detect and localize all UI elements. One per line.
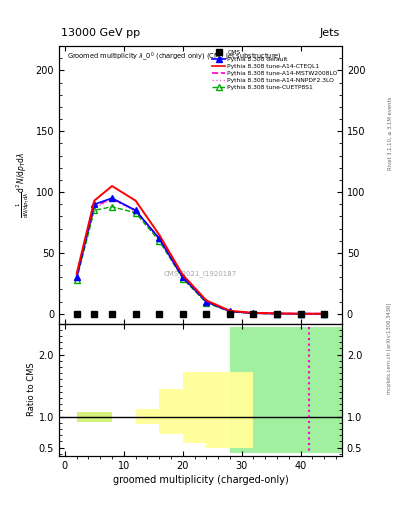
Text: Groomed multiplicity $\lambda\_0^0$ (charged only) (CMS jet substructure): Groomed multiplicity $\lambda\_0^0$ (cha… [68, 50, 283, 63]
Text: mcplots.cern.ch [arXiv:1306.3436]: mcplots.cern.ch [arXiv:1306.3436] [387, 303, 392, 394]
Text: Jets: Jets [320, 28, 340, 38]
Y-axis label: Ratio to CMS: Ratio to CMS [27, 363, 36, 416]
Legend: CMS, Pythia 8.308 default, Pythia 8.308 tune-A14-CTEQL1, Pythia 8.308 tune-A14-M: CMS, Pythia 8.308 default, Pythia 8.308 … [211, 49, 339, 92]
Text: 13000 GeV pp: 13000 GeV pp [61, 28, 140, 38]
X-axis label: groomed multiplicity (charged-only): groomed multiplicity (charged-only) [112, 475, 288, 485]
Y-axis label: $\frac{1}{\mathrm{d}N/\mathrm{d}p_{\mathrm{T}}\mathrm{d}\lambda}$$\mathrm{d}^2N/: $\frac{1}{\mathrm{d}N/\mathrm{d}p_{\math… [15, 152, 31, 218]
Text: CMS_2021_I1920187: CMS_2021_I1920187 [164, 270, 237, 277]
Text: Rivet 3.1.10, ≥ 3.1M events: Rivet 3.1.10, ≥ 3.1M events [387, 96, 392, 170]
